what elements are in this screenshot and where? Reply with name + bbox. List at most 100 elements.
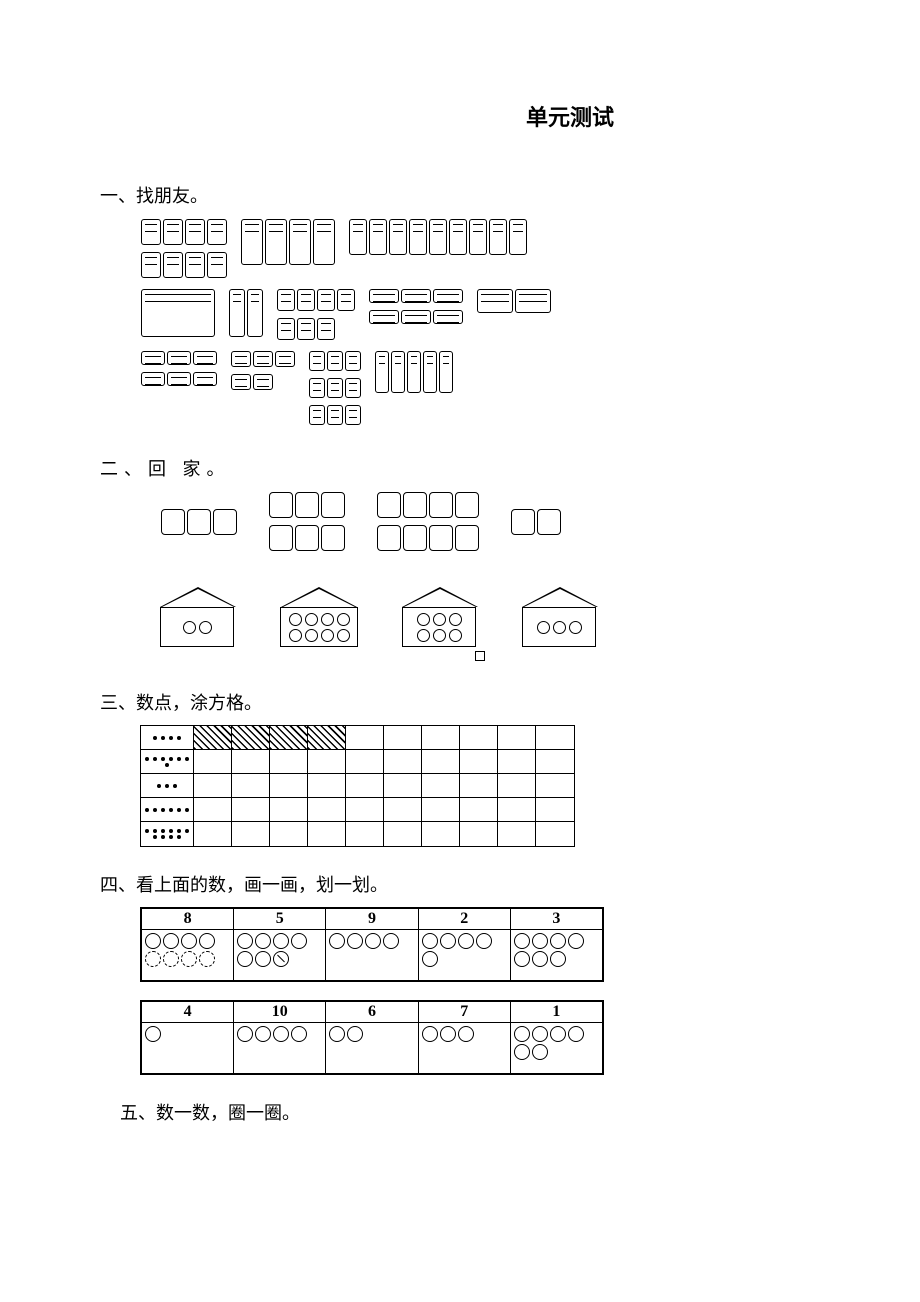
- clipart-icon: [253, 351, 273, 367]
- grid-cell: [422, 822, 460, 846]
- clipart-icon: [289, 219, 311, 265]
- circle-icon: [347, 1026, 363, 1042]
- circle-icon: [550, 933, 566, 949]
- s1-cluster: [240, 218, 336, 271]
- grid-cell: [460, 726, 498, 750]
- clipart-icon: [185, 252, 205, 278]
- section-3-grid: [140, 725, 860, 847]
- clipart-icon: [277, 289, 295, 311]
- grid-cell: [308, 726, 346, 750]
- grid-cell: [536, 774, 574, 798]
- column-number: 7: [419, 1002, 510, 1023]
- house-dot: [321, 613, 334, 626]
- house-dot: [537, 621, 550, 634]
- column-number: 6: [326, 1002, 417, 1023]
- s1-row: [140, 218, 860, 284]
- clipart-icon: [297, 289, 315, 311]
- section-5-heading: 五、数一数，圈一圈。: [120, 1099, 860, 1125]
- house-icon: [280, 587, 358, 647]
- circle-icon: [440, 1026, 456, 1042]
- section-1-figure: [140, 218, 860, 431]
- s1-cluster: [276, 288, 356, 346]
- grid-cell: [536, 798, 574, 822]
- clipart-icon: [231, 351, 251, 367]
- s2-cluster: [268, 491, 346, 557]
- column-number: 5: [234, 909, 325, 930]
- section-2-houses: [160, 587, 860, 647]
- s1-cluster: [374, 350, 454, 399]
- grid-cell: [384, 798, 422, 822]
- clipart-icon: [337, 289, 355, 311]
- clipart-icon: [141, 289, 215, 337]
- grid-cell: [422, 798, 460, 822]
- worksheet-page: 单元测试 一、找朋友。 二、回 家。 三、数点，涂方格。 四、看上面的数，画一画…: [0, 0, 920, 1195]
- circle-icon: [514, 951, 530, 967]
- s1-cluster: [140, 218, 228, 284]
- circle-icon: [514, 1026, 530, 1042]
- house-dot: [417, 629, 430, 642]
- grid-cell: [460, 750, 498, 774]
- circle-area: [419, 930, 510, 980]
- grid-cell: [194, 774, 232, 798]
- clipart-icon: [277, 318, 295, 340]
- grid-cell: [422, 774, 460, 798]
- s1-cluster: [308, 350, 362, 431]
- clipart-icon: [167, 351, 191, 365]
- clipart-icon: [327, 351, 343, 371]
- circle-icon: [237, 933, 253, 949]
- grid-cell: [460, 798, 498, 822]
- table-column: 6: [326, 1002, 418, 1073]
- circle-area: [234, 930, 325, 980]
- clipart-icon: [321, 492, 345, 518]
- circle-icon: [532, 1044, 548, 1060]
- dot-count-cell: [141, 774, 193, 798]
- house-icon: [160, 587, 236, 647]
- clipart-icon: [369, 289, 399, 303]
- house-dot: [433, 613, 446, 626]
- grid-cell: [194, 822, 232, 846]
- clipart-icon: [231, 374, 251, 390]
- clipart-icon: [253, 374, 273, 390]
- s2-cluster: [376, 491, 480, 557]
- clipart-icon: [375, 351, 389, 393]
- circle-icon: [550, 1026, 566, 1042]
- grid-cell: [384, 726, 422, 750]
- grid-cell: [270, 822, 308, 846]
- circle-icon: [347, 933, 363, 949]
- s1-row: [140, 288, 860, 346]
- dot-count-cell: [141, 822, 193, 846]
- clipart-icon: [161, 509, 185, 535]
- clipart-icon: [193, 351, 217, 365]
- table-column: 10: [234, 1002, 326, 1073]
- clipart-icon: [297, 318, 315, 340]
- grid-cell: [536, 822, 574, 846]
- clipart-icon: [327, 405, 343, 425]
- grid-cell: [498, 822, 536, 846]
- clipart-icon: [429, 492, 453, 518]
- circle-icon: [550, 951, 566, 967]
- clipart-icon: [439, 351, 453, 393]
- circle-icon: [532, 933, 548, 949]
- clipart-icon: [403, 525, 427, 551]
- column-number: 9: [326, 909, 417, 930]
- house-dot: [449, 629, 462, 642]
- column-number: 8: [142, 909, 233, 930]
- circle-icon: [440, 933, 456, 949]
- clipart-icon: [141, 252, 161, 278]
- clipart-icon: [455, 525, 479, 551]
- house-dot: [183, 621, 196, 634]
- clipart-icon: [377, 525, 401, 551]
- clipart-icon: [229, 289, 245, 337]
- grid-cell: [270, 774, 308, 798]
- section-2-items: [160, 491, 860, 557]
- circle-icon: [532, 1026, 548, 1042]
- circle-icon: [273, 951, 289, 967]
- house-icon: [402, 587, 478, 647]
- circle-icon: [476, 933, 492, 949]
- clipart-icon: [401, 310, 431, 324]
- dot-count-cell: [141, 798, 193, 822]
- circle-area: [234, 1023, 325, 1073]
- clipart-icon: [265, 219, 287, 265]
- grid-cell: [308, 750, 346, 774]
- column-number: 2: [419, 909, 510, 930]
